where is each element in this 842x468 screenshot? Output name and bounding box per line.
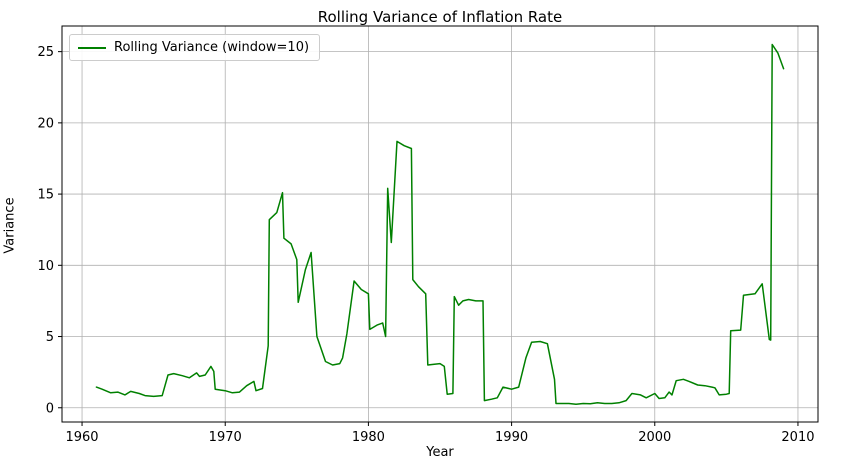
x-tick-label: 2000 (638, 430, 671, 445)
y-tick-label: 10 (37, 259, 54, 274)
legend: Rolling Variance (window=10) (69, 34, 321, 61)
x-tick-label: 1970 (209, 430, 242, 445)
series-line (95, 43, 785, 405)
x-tick-label: 1980 (352, 430, 385, 445)
y-tick-label: 15 (37, 188, 54, 203)
x-tick-label: 1990 (495, 430, 528, 445)
legend-line-swatch (78, 46, 106, 49)
x-tick-label: 1960 (65, 430, 98, 445)
axes-spines (61, 25, 819, 423)
y-tick-label: 25 (37, 45, 54, 60)
x-tick-label: 2010 (781, 430, 814, 445)
x-axis-label: Year (426, 445, 454, 460)
legend-label: Rolling Variance (window=10) (114, 40, 310, 55)
y-tick-label: 20 (37, 116, 54, 131)
y-tick-label: 0 (46, 401, 54, 416)
y-tick-label: 5 (46, 330, 54, 345)
chart-title: Rolling Variance of Inflation Rate (317, 8, 563, 26)
